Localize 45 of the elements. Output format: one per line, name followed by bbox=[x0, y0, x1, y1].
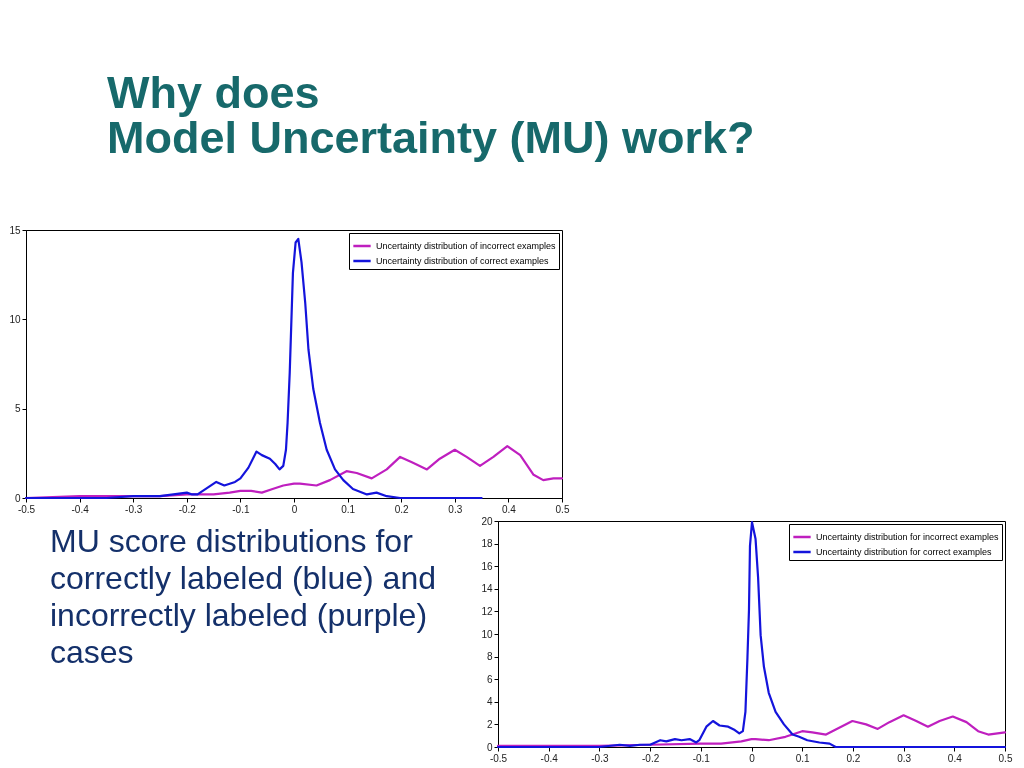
x-tick-label: -0.4 bbox=[71, 503, 90, 515]
x-tick-label: -0.3 bbox=[591, 752, 609, 764]
y-tick-label: 4 bbox=[486, 696, 493, 708]
x-tick-label: -0.2 bbox=[178, 503, 197, 515]
x-tick-label: -0.5 bbox=[17, 503, 36, 515]
y-tick-label: 0 bbox=[14, 492, 21, 504]
x-tick-label: 0.4 bbox=[501, 503, 517, 515]
y-tick-label: 0 bbox=[486, 741, 493, 753]
x-tick-label: 0 bbox=[749, 752, 756, 764]
legend-label: Uncertainty distribution for correct examples bbox=[816, 547, 993, 557]
x-tick-label: 0.1 bbox=[795, 752, 811, 764]
text: MU score distributions for correctly labeled (blue) and incorrectly labeled (purple) cases bbox=[50, 523, 436, 670]
legend-label: Uncertainty distribution of correct examples bbox=[376, 256, 550, 266]
x-tick-label: 0.1 bbox=[341, 503, 356, 515]
y-tick-label: 8 bbox=[486, 651, 493, 663]
y-tick-label: 10 bbox=[9, 313, 21, 325]
y-tick-label: 14 bbox=[481, 583, 493, 595]
y-tick-label: 5 bbox=[14, 403, 21, 415]
x-tick-label: 0.3 bbox=[448, 503, 463, 515]
legend-label: Uncertainty distribution for incorrect examples bbox=[816, 532, 1000, 542]
line-series bbox=[496, 521, 1007, 749]
x-tick-label: 0.4 bbox=[947, 752, 963, 764]
y-tick-label: 18 bbox=[481, 538, 493, 550]
y-tick-label: 6 bbox=[486, 673, 493, 685]
x-tick-label: 0.2 bbox=[846, 752, 861, 764]
text: Why does Model Uncertainty (MU) work? bbox=[107, 67, 755, 163]
x-tick-label: 0.3 bbox=[897, 752, 912, 764]
x-tick-label: -0.4 bbox=[540, 752, 559, 764]
x-tick-label: -0.1 bbox=[692, 752, 711, 764]
x-tick-label: -0.3 bbox=[125, 503, 143, 515]
x-tick-label: 0 bbox=[291, 503, 298, 515]
y-tick-label: 15 bbox=[9, 224, 21, 236]
x-tick-label: -0.2 bbox=[641, 752, 660, 764]
legend-label: Uncertainty distribution of incorrect examples bbox=[376, 241, 557, 251]
x-tick-label: 0.5 bbox=[998, 752, 1013, 764]
x-tick-label: 0.2 bbox=[394, 503, 410, 515]
y-tick-label: 10 bbox=[481, 628, 493, 640]
line-series bbox=[496, 714, 1007, 747]
x-tick-label: -0.5 bbox=[489, 752, 508, 764]
y-tick-label: 16 bbox=[481, 560, 493, 572]
y-tick-label: 12 bbox=[481, 605, 493, 617]
x-tick-label: -0.1 bbox=[232, 503, 250, 515]
y-tick-label: 2 bbox=[486, 718, 493, 730]
y-tick-label: 20 bbox=[481, 515, 493, 527]
x-tick-label: 0.5 bbox=[555, 503, 570, 515]
